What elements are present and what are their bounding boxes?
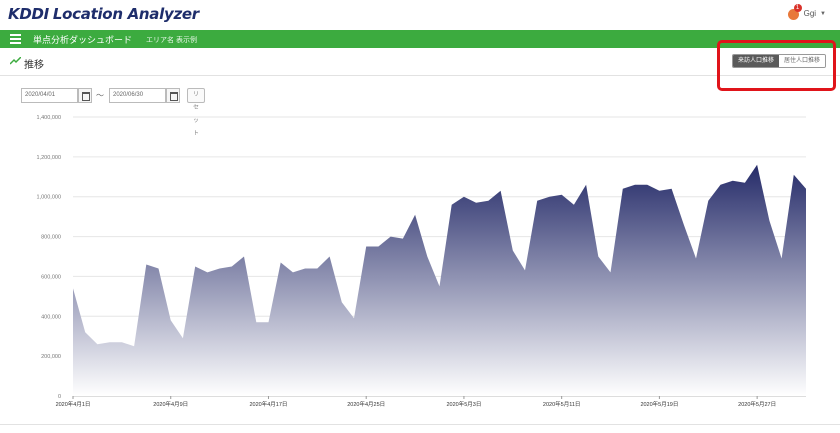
user-avatar-icon: 1 xyxy=(787,4,802,20)
y-tick-label: 200,000 xyxy=(41,354,61,360)
visitor-area-series xyxy=(73,164,806,396)
section-title: 推移 xyxy=(24,60,44,71)
user-name: Ggi xyxy=(803,9,817,18)
x-tick-label: 2020年5月27日 xyxy=(738,400,776,408)
reset-button[interactable]: リセット xyxy=(187,88,206,137)
start-date-input[interactable]: 2020/04/01 xyxy=(21,88,78,103)
logo-brand: KDDI xyxy=(8,5,49,23)
area-name: エリア名 表示例 xyxy=(146,37,197,44)
end-calendar-icon[interactable] xyxy=(166,88,180,103)
y-tick-label: 1,200,000 xyxy=(37,155,61,161)
app-logo[interactable]: KDDI Location Analyzer xyxy=(8,5,199,23)
chevron-down-icon: ▼ xyxy=(820,10,826,17)
end-date-input[interactable]: 2020/06/30 xyxy=(109,88,166,103)
top-bar: KDDI Location Analyzer 1 Ggi ▼ xyxy=(0,0,840,30)
logo-product: Location Analyzer xyxy=(52,5,199,23)
notification-badge: 1 xyxy=(793,4,802,12)
dashboard-title: 単点分析ダッシュボード xyxy=(33,35,133,45)
dashboard-bar: 単点分析ダッシュボード エリア名 表示例 xyxy=(0,30,840,48)
x-tick-label: 2020年5月3日 xyxy=(447,400,482,408)
trend-icon xyxy=(10,57,21,65)
y-tick-label: 1,400,000 xyxy=(37,115,61,121)
visitor-population-tab[interactable]: 来訪人口推移 xyxy=(733,55,780,67)
x-tick-label: 2020年5月11日 xyxy=(543,400,581,408)
x-tick-label: 2020年4月17日 xyxy=(250,400,288,408)
highlight-box xyxy=(717,40,836,91)
date-separator: ～ xyxy=(96,91,104,100)
resident-population-tab[interactable]: 居住人口推移 xyxy=(779,55,826,67)
y-tick-label: 600,000 xyxy=(41,274,61,280)
y-tick-label: 1,000,000 xyxy=(37,195,61,201)
y-tick-label: 0 xyxy=(58,394,61,400)
hamburger-menu-icon[interactable] xyxy=(10,34,21,44)
y-tick-label: 400,000 xyxy=(41,314,61,320)
start-calendar-icon[interactable] xyxy=(78,88,92,103)
x-tick-label: 2020年4月25日 xyxy=(347,400,385,408)
x-tick-label: 2020年5月19日 xyxy=(640,400,678,408)
y-tick-label: 800,000 xyxy=(41,235,61,241)
user-menu[interactable]: 1 Ggi ▼ xyxy=(787,4,826,20)
population-toggle: 来訪人口推移 居住人口推移 xyxy=(732,54,827,68)
section-header: 推移 xyxy=(0,48,840,76)
x-tick-label: 2020年4月1日 xyxy=(56,400,91,408)
x-tick-label: 2020年4月9日 xyxy=(153,400,188,408)
trend-chart: 0 200,000 400,000 600,000 800,000 1,000,000 1,… xyxy=(37,115,806,408)
bottom-divider xyxy=(0,424,840,425)
